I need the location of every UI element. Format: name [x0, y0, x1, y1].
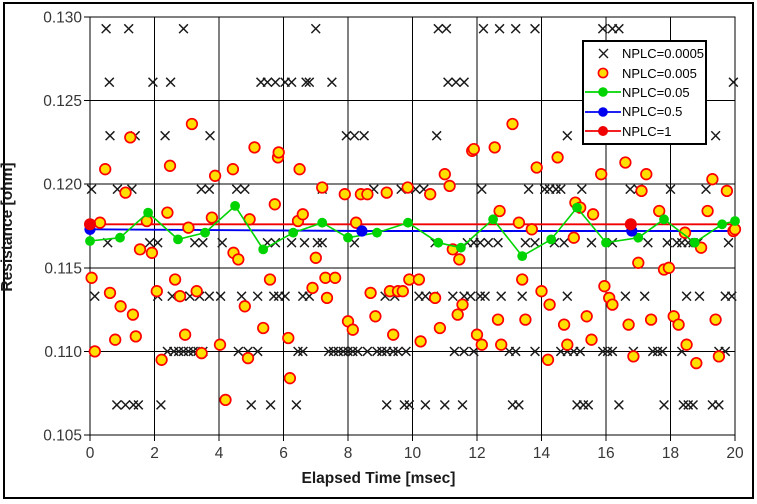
svg-text:4: 4	[215, 445, 224, 462]
line-marker-icon-green	[584, 85, 622, 99]
svg-text:0.120: 0.120	[43, 177, 82, 194]
svg-text:14: 14	[533, 445, 551, 462]
legend-item-nplc-0005: NPLC=0.0005	[584, 44, 705, 63]
x-axis-title: Elapsed Time [msec]	[301, 470, 456, 487]
svg-text:0.105: 0.105	[43, 428, 82, 445]
series-nplc-1-markers	[84, 218, 637, 231]
legend-item-nplc-1: NPLC=1	[584, 122, 705, 141]
legend-label: NPLC=0.005	[622, 65, 697, 81]
svg-text:6: 6	[279, 445, 288, 462]
line-marker-icon-red	[584, 124, 622, 138]
line-marker-icon-blue	[584, 105, 622, 119]
svg-text:10: 10	[404, 445, 422, 462]
svg-text:2: 2	[150, 445, 159, 462]
svg-text:0.130: 0.130	[43, 10, 82, 27]
legend: NPLC=0.0005 NPLC=0.005 NPLC=0.05 NPLC=0.…	[582, 40, 707, 145]
x-tick-labels: 0 2 4 6 8 10 12 14 16 18 20	[86, 445, 744, 462]
y-tick-labels: 0.105 0.110 0.115 0.120 0.125 0.130	[43, 10, 82, 445]
y-axis-title: Resistance [ohm]	[0, 162, 16, 292]
svg-text:0: 0	[86, 445, 95, 462]
legend-label: NPLC=1	[622, 123, 672, 139]
svg-text:16: 16	[597, 445, 614, 462]
x-marker-icon	[584, 47, 622, 60]
legend-item-nplc-005: NPLC=0.005	[584, 64, 705, 83]
svg-text:0.110: 0.110	[44, 344, 82, 361]
series-nplc-005	[85, 117, 742, 407]
svg-text:18: 18	[662, 445, 679, 462]
legend-label: NPLC=0.0005	[622, 46, 705, 62]
svg-text:12: 12	[468, 445, 485, 462]
legend-item-nplc-5: NPLC=0.5	[584, 102, 705, 121]
legend-item-nplc-05: NPLC=0.05	[584, 83, 705, 102]
series-nplc-005-markers	[85, 201, 740, 261]
svg-text:0.115: 0.115	[44, 260, 82, 277]
legend-label: NPLC=0.5	[622, 104, 683, 120]
svg-text:0.125: 0.125	[43, 93, 82, 110]
svg-text:20: 20	[726, 445, 744, 462]
series-nplc-0005	[86, 23, 739, 410]
circle-marker-icon	[584, 66, 622, 80]
legend-label: NPLC=0.05	[622, 84, 690, 100]
svg-text:8: 8	[344, 445, 353, 462]
